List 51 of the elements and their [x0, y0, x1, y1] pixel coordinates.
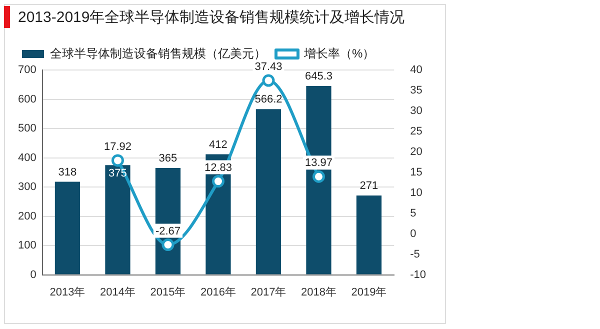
data-label: 365	[158, 152, 178, 165]
data-label: 645.3	[304, 70, 332, 83]
y2-tick-label: -10	[410, 268, 426, 281]
y2-tick-label: -5	[410, 248, 420, 260]
point	[312, 170, 325, 183]
y-tick-label: 400	[18, 152, 36, 164]
y-tick-label: 300	[18, 181, 36, 194]
x-tick-label: 2019年	[351, 286, 387, 298]
bar	[356, 196, 382, 274]
y2-tick-label: 0	[410, 228, 416, 240]
y2-tick-label: 30	[410, 104, 422, 117]
point	[162, 238, 174, 252]
data-label: 12.83	[204, 162, 232, 174]
point	[212, 175, 224, 188]
bar	[256, 109, 282, 274]
point	[111, 154, 124, 167]
legend-label: 增长率（%）	[303, 46, 375, 60]
x-tick-label: 2017年	[250, 286, 286, 298]
data-label: 17.92	[104, 140, 132, 153]
bar	[306, 86, 332, 274]
y-tick-label: 100	[18, 240, 36, 252]
y2-tick-label: 40	[410, 64, 422, 76]
data-label: -2.67	[155, 225, 181, 238]
y-tick-label: 200	[18, 210, 36, 222]
x-tick-label: 2018年	[300, 286, 336, 298]
y2-tick-label: 25	[410, 125, 422, 138]
chart-title: 2013-2019年全球半导体制造设备销售规模统计及增长情况	[18, 8, 405, 27]
data-label: 13.97	[304, 157, 332, 170]
point	[262, 74, 275, 87]
data-label: 37.43	[254, 61, 282, 74]
x-tick-label: 2014年	[100, 286, 136, 298]
y-tick-label: 700	[18, 64, 36, 76]
data-label: 412	[209, 138, 228, 151]
data-label: 566.2	[254, 94, 282, 106]
legend-label: 全球半导体制造设备销售规模（亿美元）	[50, 46, 266, 60]
y2-tick-label: 10	[410, 186, 422, 199]
x-tick-label: 2015年	[150, 286, 186, 298]
bar	[54, 182, 80, 274]
y-tick-label: 600	[18, 93, 36, 106]
x-tick-label: 2016年	[200, 286, 236, 298]
x-tick-label: 2013年	[50, 286, 86, 298]
y2-tick-label: 15	[410, 166, 422, 178]
y2-tick-label: 35	[410, 84, 422, 97]
bar	[105, 165, 130, 274]
y-tick-label: 500	[18, 122, 36, 135]
y2-tick-label: 20	[410, 146, 422, 158]
data-label: 375	[108, 168, 127, 180]
data-label: 271	[360, 180, 378, 192]
y-tick-label: 0	[30, 268, 36, 281]
y2-tick-label: 5	[410, 207, 416, 220]
data-label: 318	[58, 166, 77, 178]
